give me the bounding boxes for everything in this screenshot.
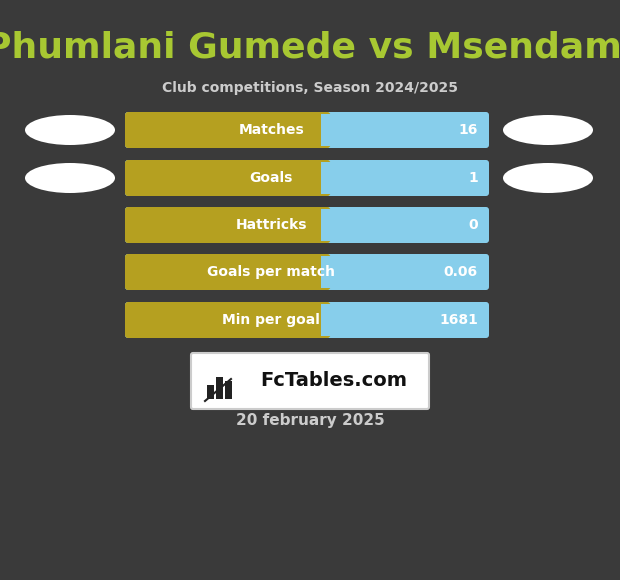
Bar: [321, 304, 331, 336]
Ellipse shape: [503, 163, 593, 193]
Text: Goals: Goals: [249, 171, 293, 185]
Text: 0: 0: [468, 218, 478, 232]
FancyBboxPatch shape: [125, 254, 330, 290]
Text: 16: 16: [459, 123, 478, 137]
Text: Goals per match: Goals per match: [207, 265, 335, 279]
Bar: [321, 256, 331, 288]
FancyBboxPatch shape: [125, 112, 489, 148]
FancyBboxPatch shape: [125, 207, 489, 243]
Ellipse shape: [503, 115, 593, 145]
Bar: [207, 385, 214, 399]
Text: 1681: 1681: [439, 313, 478, 327]
FancyBboxPatch shape: [125, 302, 489, 338]
Text: 20 february 2025: 20 february 2025: [236, 412, 384, 427]
FancyBboxPatch shape: [125, 207, 330, 243]
Text: FcTables.com: FcTables.com: [260, 372, 407, 390]
Text: Hattricks: Hattricks: [236, 218, 307, 232]
Text: Min per goal: Min per goal: [222, 313, 320, 327]
Bar: [321, 114, 331, 146]
Text: Matches: Matches: [238, 123, 304, 137]
Text: Club competitions, Season 2024/2025: Club competitions, Season 2024/2025: [162, 81, 458, 95]
Bar: [321, 209, 331, 241]
FancyBboxPatch shape: [125, 160, 330, 196]
FancyBboxPatch shape: [191, 353, 429, 409]
FancyBboxPatch shape: [125, 302, 330, 338]
Text: Phumlani Gumede vs Msendami: Phumlani Gumede vs Msendami: [0, 31, 620, 65]
FancyBboxPatch shape: [125, 112, 330, 148]
FancyBboxPatch shape: [125, 160, 489, 196]
Text: 1: 1: [468, 171, 478, 185]
Text: 0.06: 0.06: [444, 265, 478, 279]
Bar: [225, 381, 232, 399]
Bar: [216, 377, 223, 399]
Bar: [321, 162, 331, 194]
Ellipse shape: [25, 115, 115, 145]
Ellipse shape: [25, 163, 115, 193]
FancyBboxPatch shape: [125, 254, 489, 290]
